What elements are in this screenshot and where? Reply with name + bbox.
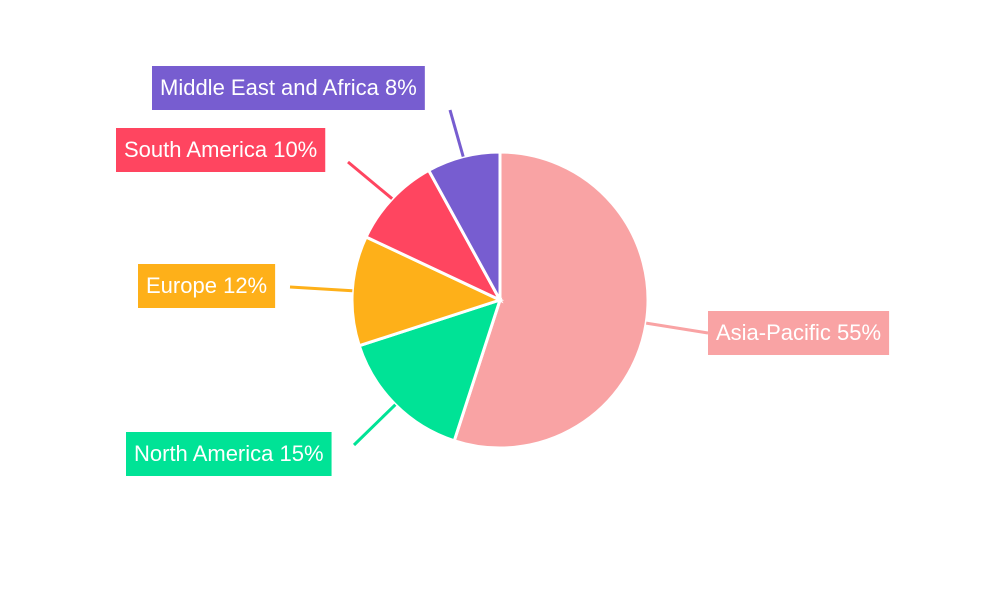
label-text: Asia-Pacific 55%	[716, 320, 881, 345]
label-box	[116, 128, 326, 172]
label-text: South America 10%	[124, 137, 317, 162]
data-label: North America 15%	[126, 432, 332, 476]
data-label: Asia-Pacific 55%	[708, 311, 890, 355]
label-box	[152, 66, 425, 110]
leader-line	[448, 109, 465, 158]
data-label: Middle East and Africa 8%	[152, 66, 425, 110]
data-label: South America 10%	[116, 128, 326, 172]
leader-line	[645, 321, 709, 335]
leader-line	[347, 160, 394, 200]
label-text: Middle East and Africa 8%	[160, 75, 417, 100]
label-category: South America	[124, 137, 268, 162]
label-value: 15%	[280, 441, 324, 466]
label-value: 12%	[223, 273, 267, 298]
pie-slice	[350, 234, 505, 348]
label-text: North America 15%	[134, 441, 324, 466]
pie-slice	[364, 168, 504, 304]
label-value: 55%	[837, 320, 881, 345]
label-value: 8%	[385, 75, 417, 100]
pie-slice	[426, 150, 502, 301]
label-category: Europe	[146, 273, 217, 298]
leader-line	[352, 403, 397, 447]
label-category: Middle East and Africa	[160, 75, 380, 100]
label-value: 10%	[273, 137, 317, 162]
label-box	[126, 432, 332, 476]
pie-slice	[452, 150, 650, 450]
label-box	[708, 311, 890, 355]
leader-line	[289, 285, 353, 293]
label-text: Europe 12%	[146, 273, 267, 298]
label-category: North America	[134, 441, 274, 466]
label-category: Asia-Pacific	[716, 320, 831, 345]
label-box	[138, 264, 276, 308]
data-label: Europe 12%	[138, 264, 276, 308]
